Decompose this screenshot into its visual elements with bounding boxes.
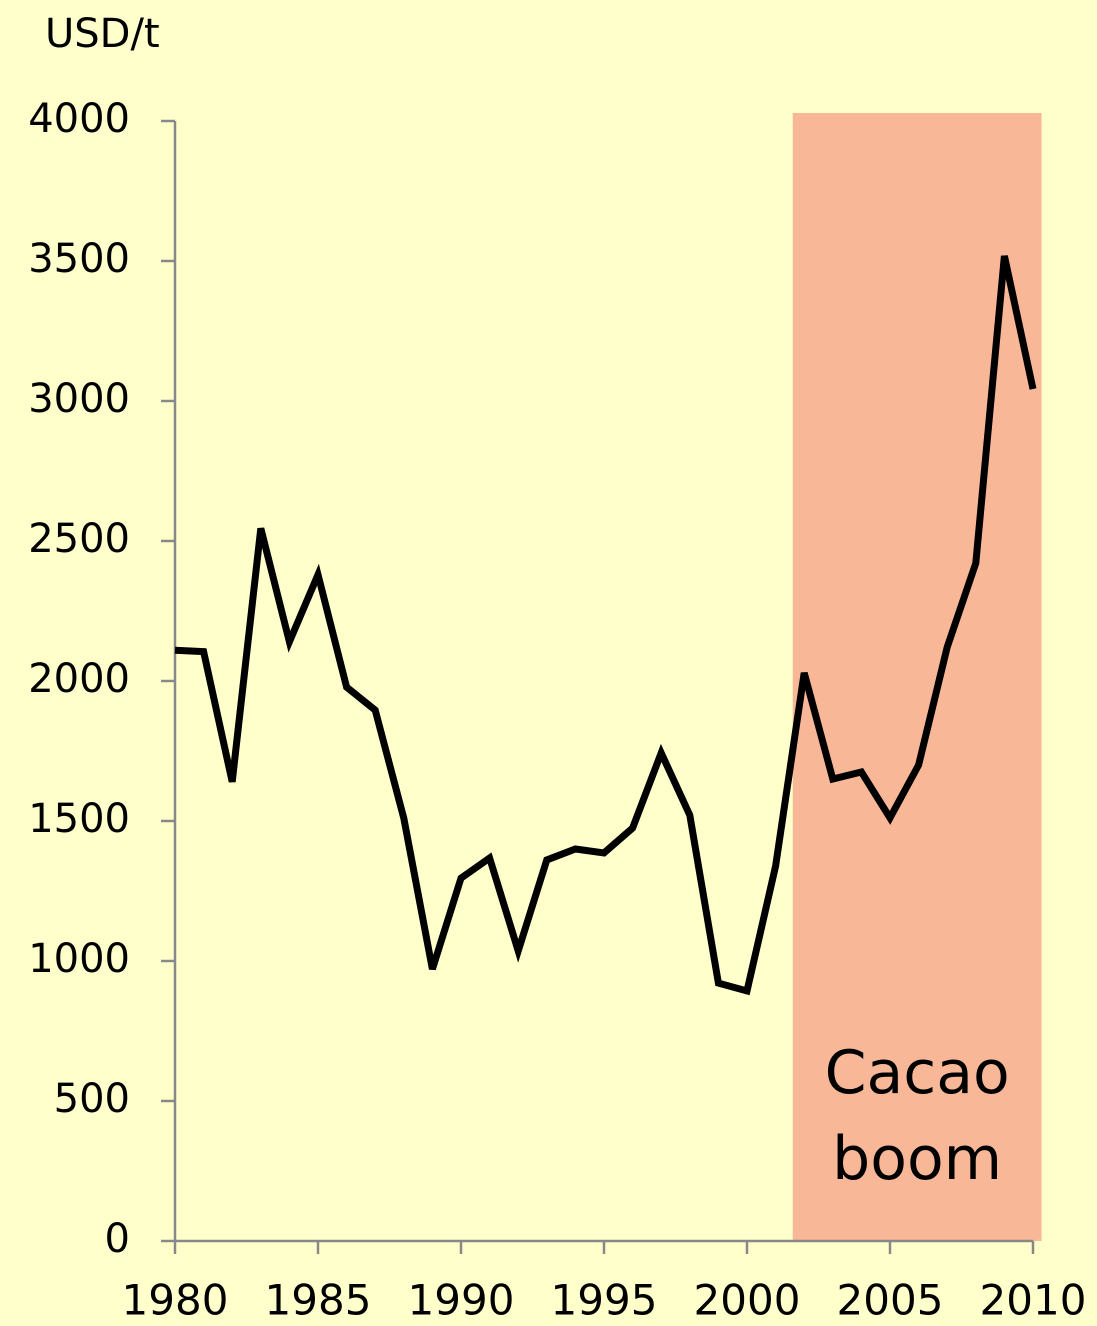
y-tick-label: 1500: [28, 796, 130, 842]
x-tick-label: 2005: [837, 1276, 944, 1325]
y-tick-label: 2000: [28, 656, 130, 702]
x-tick-label: 1980: [122, 1276, 229, 1325]
highlight-label: Cacao boom: [824, 1038, 1010, 1194]
x-tick-label: 1990: [408, 1276, 515, 1325]
y-tick-label: 4000: [28, 96, 130, 142]
y-tick-label: 3000: [28, 376, 130, 422]
y-tick-label: 3500: [28, 236, 130, 282]
y-tick-label: 0: [105, 1216, 130, 1262]
y-tick-label: 2500: [28, 516, 130, 562]
x-tick-label: 1985: [265, 1276, 372, 1325]
x-tick-label: 1995: [551, 1276, 658, 1325]
y-tick-label: 1000: [28, 936, 130, 982]
x-tick-label: 2010: [980, 1276, 1087, 1325]
x-tick-label: 2000: [694, 1276, 801, 1325]
y-tick-label: 500: [54, 1076, 130, 1122]
y-axis-label: USD/t: [45, 11, 160, 57]
line: [174, 255, 1037, 996]
